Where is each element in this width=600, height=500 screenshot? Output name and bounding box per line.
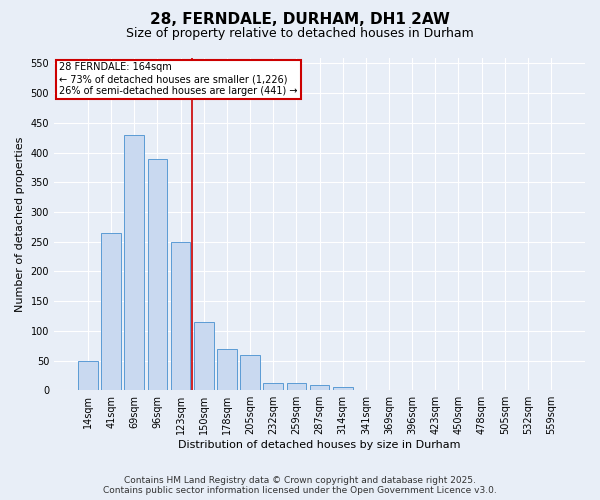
Bar <box>333 386 353 390</box>
Bar <box>240 354 260 390</box>
Bar <box>78 360 98 390</box>
Text: Contains HM Land Registry data © Crown copyright and database right 2025.
Contai: Contains HM Land Registry data © Crown c… <box>103 476 497 495</box>
Text: Size of property relative to detached houses in Durham: Size of property relative to detached ho… <box>126 26 474 40</box>
Bar <box>124 134 144 390</box>
Bar <box>148 158 167 390</box>
Bar <box>287 383 306 390</box>
Bar <box>171 242 190 390</box>
Bar <box>263 383 283 390</box>
X-axis label: Distribution of detached houses by size in Durham: Distribution of detached houses by size … <box>178 440 461 450</box>
Bar <box>101 233 121 390</box>
Bar <box>217 348 237 390</box>
Text: 28, FERNDALE, DURHAM, DH1 2AW: 28, FERNDALE, DURHAM, DH1 2AW <box>150 12 450 28</box>
Y-axis label: Number of detached properties: Number of detached properties <box>15 136 25 312</box>
Text: 28 FERNDALE: 164sqm
← 73% of detached houses are smaller (1,226)
26% of semi-det: 28 FERNDALE: 164sqm ← 73% of detached ho… <box>59 62 298 96</box>
Bar <box>310 386 329 390</box>
Bar <box>194 322 214 390</box>
